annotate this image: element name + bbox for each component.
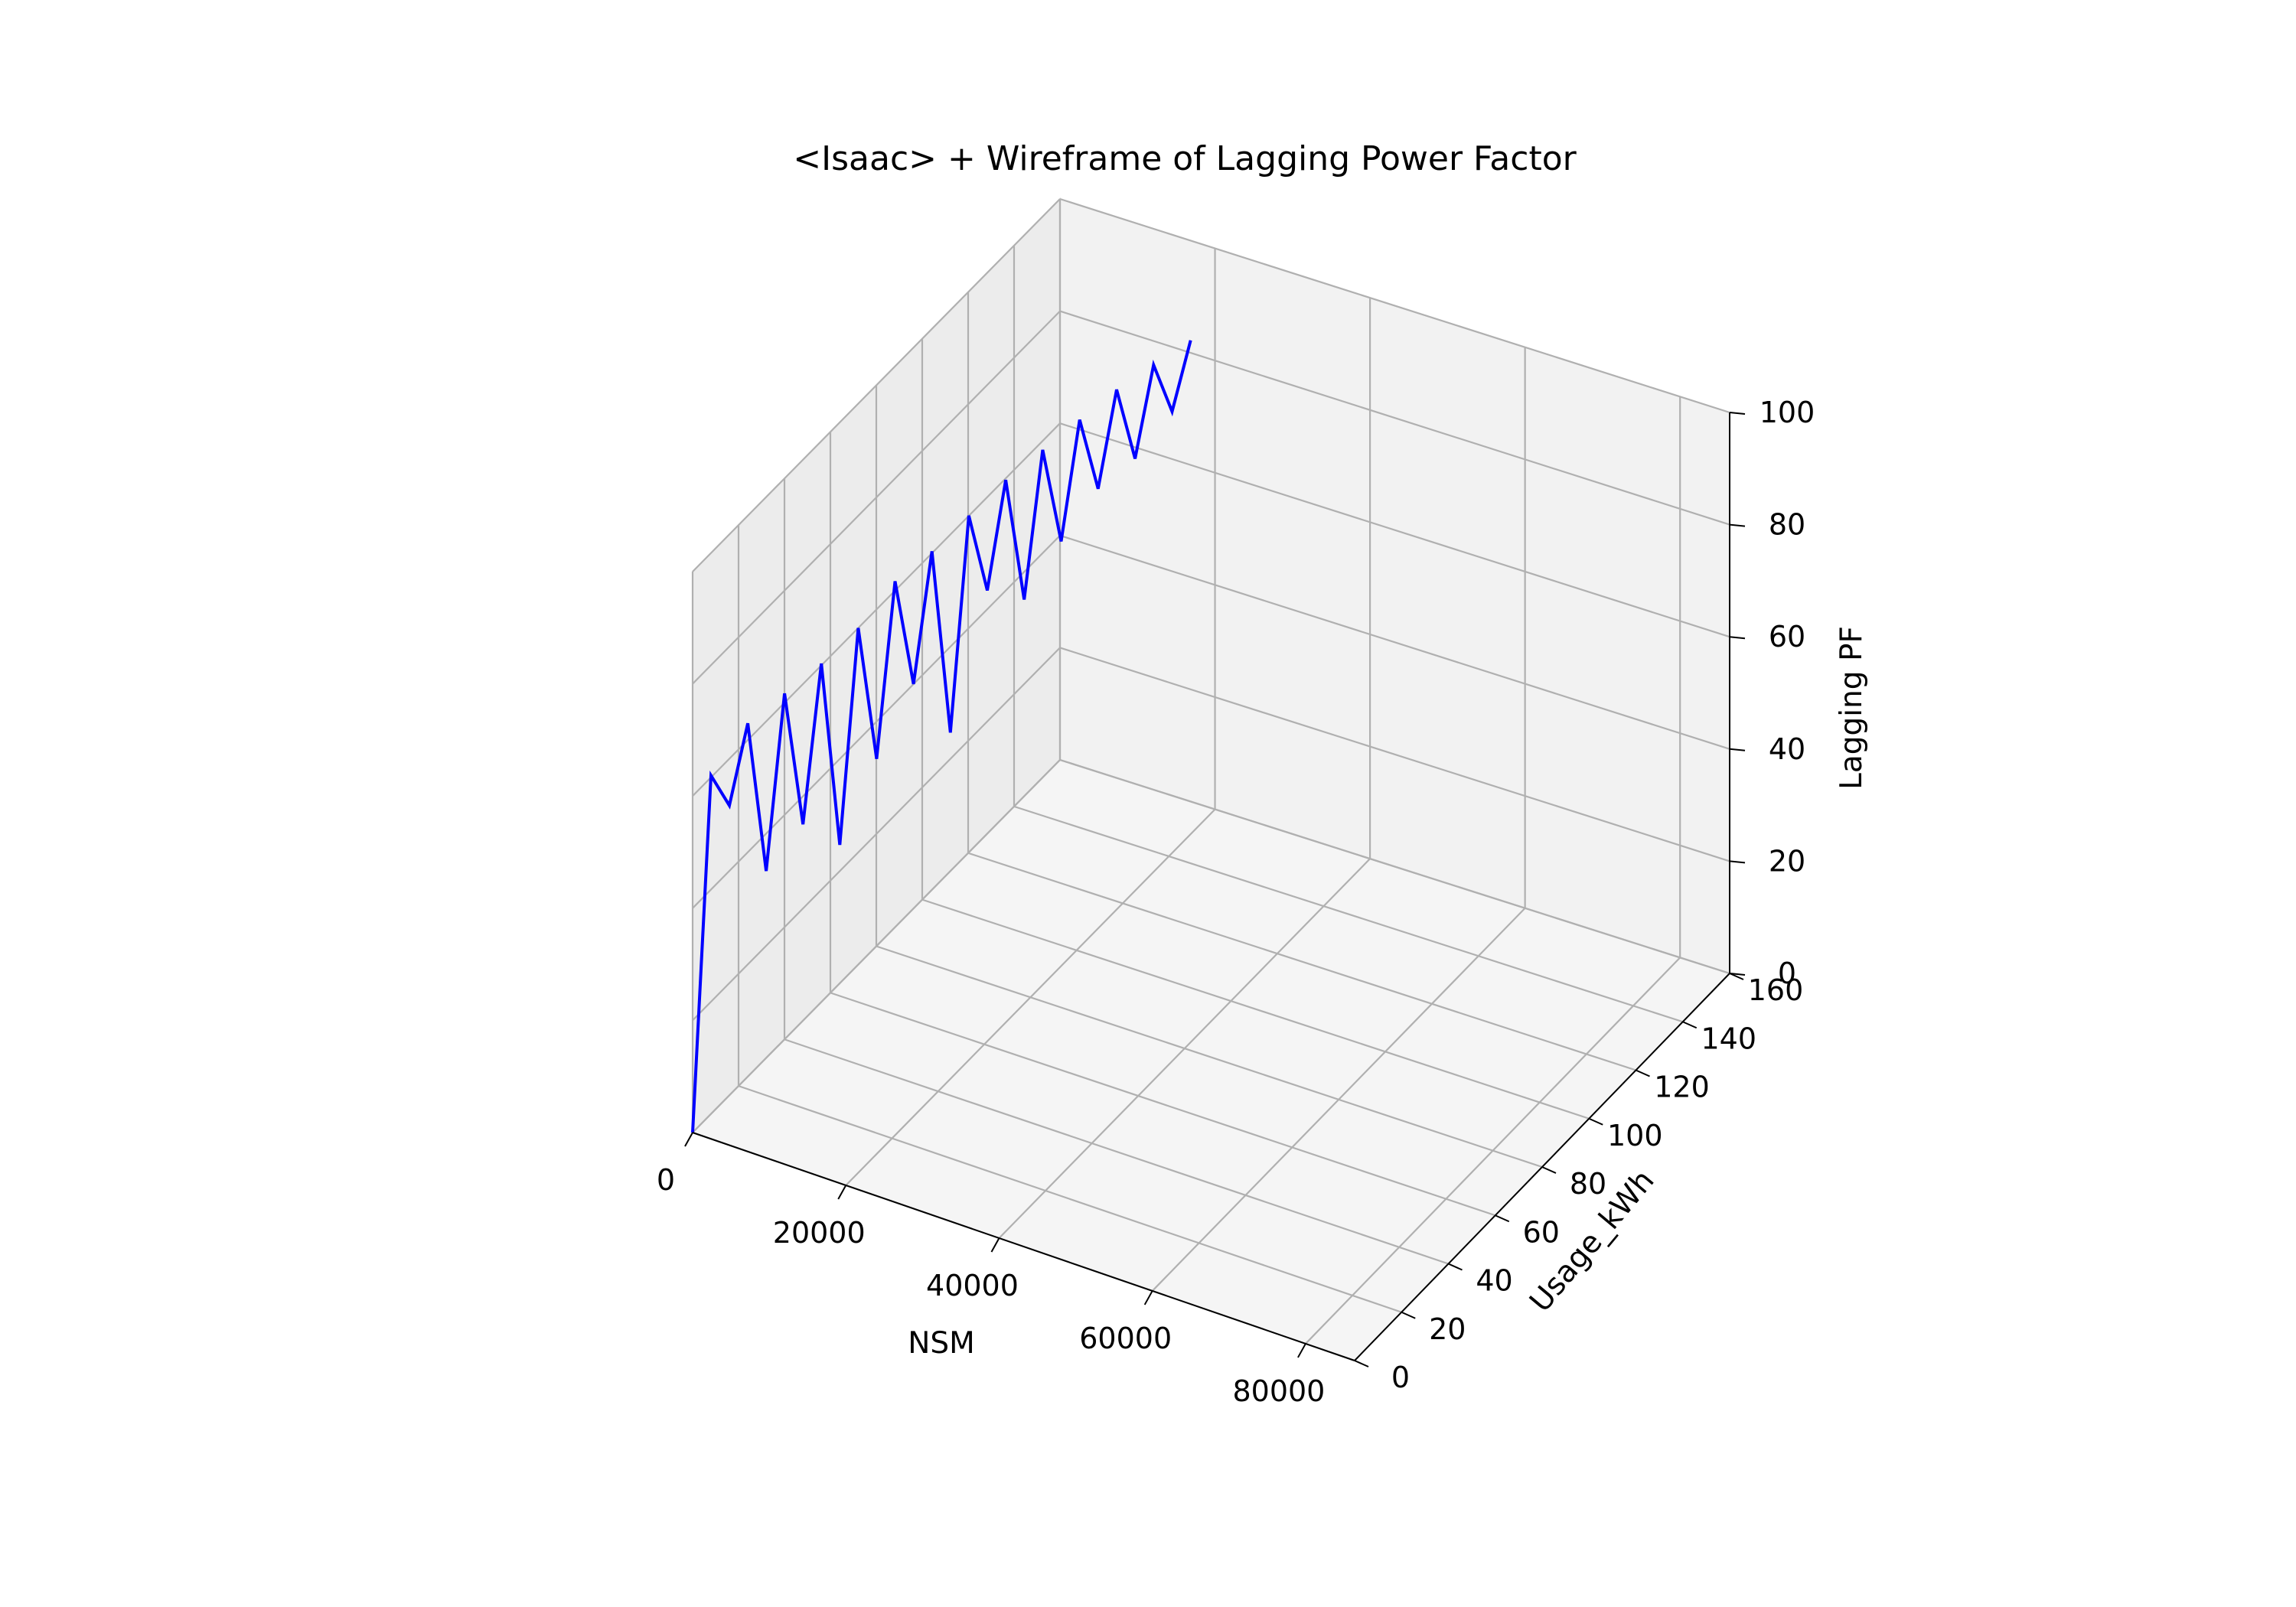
y-tick-mark <box>1682 1021 1698 1029</box>
grid-line-z-back <box>1059 310 1730 526</box>
z-axis-label: Lagging PF <box>1835 626 1869 790</box>
y-tick-mark <box>1401 1311 1416 1319</box>
y-tick-mark <box>1448 1263 1463 1271</box>
y-tick-label: 20 <box>1429 1312 1466 1346</box>
y-tick-label: 0 <box>1391 1361 1410 1394</box>
y-tick-mark <box>1495 1214 1510 1223</box>
x-tick-label: 0 <box>657 1163 675 1197</box>
x-axis-label: NSM <box>908 1326 975 1361</box>
z-tick-mark <box>1729 748 1746 751</box>
wireframe-series-line <box>691 340 1192 1133</box>
z-tick-label: 40 <box>1769 732 1805 766</box>
grid-line-z-left <box>692 422 1061 797</box>
x-tick-mark <box>990 1237 1000 1253</box>
grid-line-y-floor <box>967 852 1636 1071</box>
y-tick-label: 140 <box>1701 1022 1756 1055</box>
wireframe-surface <box>691 340 1192 1133</box>
y-tick-mark <box>1354 1360 1369 1367</box>
z-tick-label: 0 <box>1778 957 1796 990</box>
grid-line-z-back <box>1059 197 1730 414</box>
chart-title: <Isaac> + Wireframe of Lagging Power Fac… <box>793 139 1577 178</box>
x-tick-label: 40000 <box>926 1269 1019 1302</box>
grid-line-y-floor <box>1013 805 1684 1023</box>
x-tick-label: 60000 <box>1079 1322 1172 1355</box>
z-tick-mark <box>1729 523 1746 527</box>
x-tick-mark <box>837 1185 847 1200</box>
z-tick-label: 100 <box>1760 396 1815 429</box>
x-tick-mark <box>1143 1290 1153 1305</box>
grid-line-y-floor <box>921 898 1590 1120</box>
y-tick-label: 100 <box>1607 1119 1663 1152</box>
grid-line-z-left <box>692 310 1061 685</box>
y-tick-label: 160 <box>1748 973 1804 1007</box>
y-tick-mark <box>1588 1117 1603 1126</box>
grid-line-z-left <box>692 759 1061 1133</box>
x-tick-mark <box>1297 1343 1306 1358</box>
y-tick-mark <box>1636 1069 1650 1077</box>
grid-line-z-back <box>1059 758 1730 975</box>
y-tick-mark <box>1541 1166 1557 1174</box>
z-tick-mark <box>1729 412 1746 415</box>
grid-line-z-back <box>1059 422 1730 638</box>
grid-line-y-floor <box>876 945 1543 1169</box>
y-tick-label: 60 <box>1523 1215 1560 1249</box>
y-tick-label: 80 <box>1570 1167 1606 1201</box>
grid-line-z-left <box>692 198 1061 572</box>
z-tick-label: 80 <box>1769 508 1805 542</box>
z-tick-label: 20 <box>1769 844 1805 878</box>
grid-line-z-left <box>692 647 1061 1022</box>
z-tick-label: 60 <box>1769 620 1805 654</box>
grid-line-z-left <box>692 535 1061 909</box>
grid-line-y-floor <box>784 1038 1449 1265</box>
z-tick-mark <box>1729 860 1746 864</box>
x-tick-label: 80000 <box>1232 1374 1325 1408</box>
grid-line-y-floor <box>738 1085 1402 1313</box>
grid-line-z-back <box>1059 647 1730 862</box>
y-tick-mark <box>1729 973 1744 980</box>
z-tick-mark <box>1729 636 1746 640</box>
grid-line-y-floor <box>830 992 1496 1217</box>
x-tick-label: 20000 <box>773 1216 866 1250</box>
grid-line-z-back <box>1059 534 1730 750</box>
y-tick-label: 120 <box>1654 1071 1710 1104</box>
x-tick-mark <box>684 1132 693 1147</box>
x-axis-line <box>692 1132 1355 1361</box>
y-tick-label: 40 <box>1476 1264 1512 1298</box>
z-tick-mark <box>1729 973 1746 976</box>
